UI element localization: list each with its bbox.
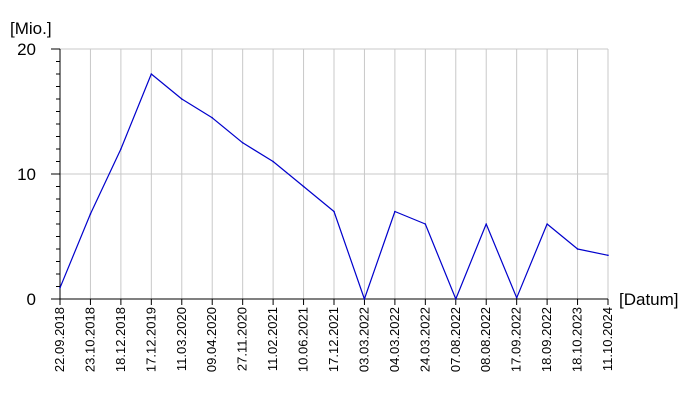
data-point bbox=[89, 213, 92, 215]
data-point bbox=[211, 116, 214, 119]
data-point bbox=[272, 160, 274, 163]
data-point bbox=[394, 210, 396, 213]
y-tick-label: 20 bbox=[17, 40, 36, 59]
x-tick-label: 04.03.2022 bbox=[387, 307, 402, 372]
x-tick-label: 11.10.2024 bbox=[600, 307, 615, 371]
data-point bbox=[546, 223, 548, 225]
x-tick-label: 07.08.2022 bbox=[448, 307, 463, 372]
x-tick-label: 17.09.2022 bbox=[509, 307, 524, 372]
grid-layer bbox=[60, 48, 609, 299]
x-tick-label: 18.10.2023 bbox=[570, 307, 585, 372]
x-tick-label: 18.09.2022 bbox=[539, 307, 554, 372]
x-axis-unit-label: [Datum] bbox=[619, 290, 679, 309]
x-tick-label: 03.03.2022 bbox=[356, 307, 371, 372]
x-tick-label: 17.12.2021 bbox=[326, 307, 341, 372]
axes-layer bbox=[51, 48, 609, 305]
data-point bbox=[150, 73, 153, 75]
data-point bbox=[120, 148, 122, 150]
data-point bbox=[454, 298, 457, 300]
x-tick-label: 11.03.2020 bbox=[174, 307, 189, 371]
data-point bbox=[485, 223, 488, 225]
data-point bbox=[515, 296, 518, 299]
data-point bbox=[363, 298, 366, 300]
y-tick-label: 10 bbox=[17, 165, 36, 184]
x-tick-label: 27.11.2020 bbox=[235, 307, 250, 371]
data-point bbox=[180, 98, 183, 100]
data-point bbox=[424, 223, 427, 225]
data-point bbox=[607, 254, 609, 257]
x-tick-label: 11.02.2021 bbox=[265, 307, 280, 371]
x-tick-label: 18.12.2018 bbox=[113, 307, 128, 372]
x-tick-label: 23.10.2018 bbox=[82, 307, 97, 372]
data-point bbox=[302, 185, 305, 188]
labels-layer: [Mio.] [Datum] 0 10 20 22.09.2018 23.10.2018… bbox=[10, 19, 679, 372]
y-tick-label: 0 bbox=[27, 290, 36, 309]
x-tick-label: 09.04.2020 bbox=[204, 307, 219, 372]
y-axis-unit-label: [Mio.] bbox=[10, 19, 52, 38]
series-layer bbox=[59, 73, 609, 300]
x-tick-label: 24.03.2022 bbox=[417, 307, 432, 372]
data-point bbox=[241, 141, 244, 144]
x-tick-label: 10.06.2021 bbox=[296, 307, 311, 372]
data-point bbox=[333, 210, 335, 213]
x-tick-label: 08.08.2022 bbox=[478, 307, 493, 372]
data-point bbox=[59, 286, 61, 289]
x-tick-label: 17.12.2019 bbox=[143, 307, 158, 372]
data-point bbox=[576, 248, 579, 250]
x-tick-label: 22.09.2018 bbox=[52, 307, 67, 372]
